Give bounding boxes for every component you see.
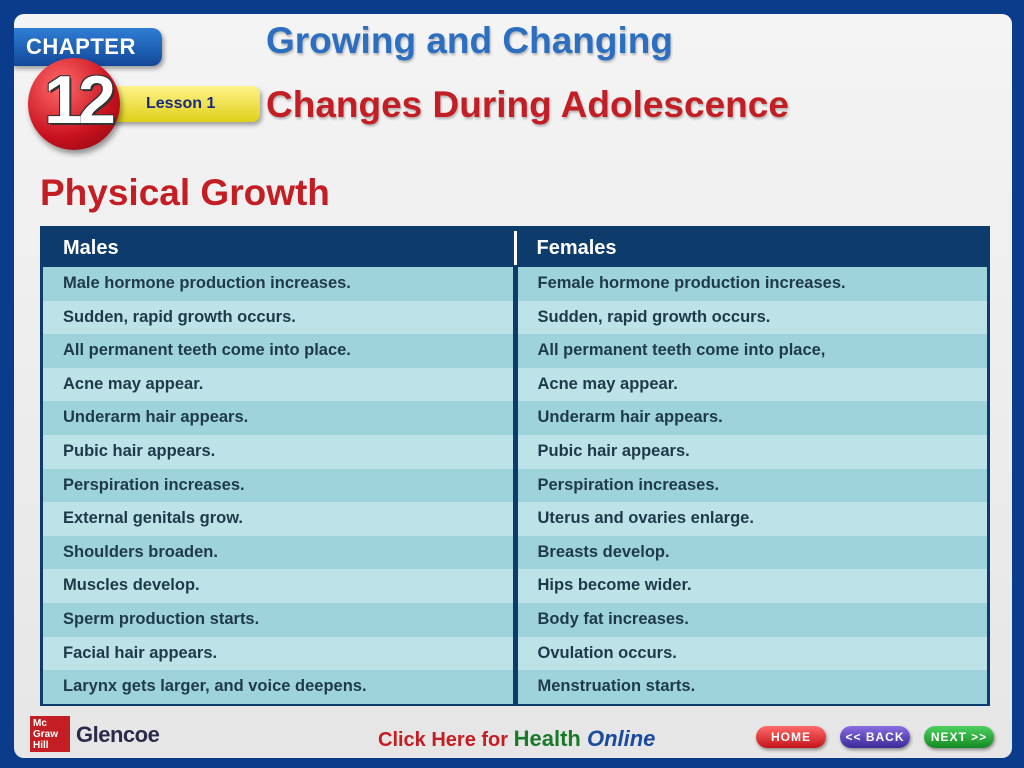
glencoe-logo: Glencoe	[76, 722, 160, 747]
lesson-tab: Lesson 1	[102, 86, 260, 122]
cell-males: Shoulders broaden.	[43, 535, 513, 570]
table-row: External genitals grow. Uterus and ovarie…	[43, 502, 987, 536]
chapter-number: 12	[44, 62, 116, 138]
cell-females: Acne may appear.	[512, 367, 987, 402]
link-text-click-here: Click Here for	[378, 729, 514, 751]
header-females: Females	[513, 231, 988, 265]
table-body: Male hormone production increases. Female…	[43, 267, 987, 704]
cell-females: Menstruation starts.	[512, 670, 987, 704]
cell-males: Sudden, rapid growth occurs.	[43, 300, 513, 335]
slide: CHAPTER Lesson 1 12 Growing and Changing…	[14, 14, 1012, 758]
section-heading: Physical Growth	[40, 172, 330, 213]
cell-males: Pubic hair appears.	[43, 434, 513, 469]
cell-males: Larynx gets larger, and voice deepens.	[43, 670, 513, 704]
cell-females: Pubic hair appears.	[512, 434, 987, 469]
health-online-link[interactable]: Click Here for Health Online	[378, 726, 655, 752]
cell-males: Perspiration increases.	[43, 468, 513, 503]
cell-females: Body fat increases.	[512, 602, 987, 637]
cell-males: Muscles develop.	[43, 569, 513, 603]
cell-females: Female hormone production increases.	[512, 267, 987, 301]
cell-females: All permanent teeth come into place,	[512, 334, 987, 368]
cell-females: Breasts develop.	[512, 535, 987, 570]
mcgraw-hill-logo: Mc Graw Hill	[30, 716, 70, 752]
table-row: Sperm production starts. Body fat increas…	[43, 602, 987, 637]
cell-females: Uterus and ovaries enlarge.	[512, 502, 987, 536]
cell-males: Male hormone production increases.	[43, 267, 513, 301]
table-row: Pubic hair appears. Pubic hair appears.	[43, 434, 987, 469]
cell-males: Sperm production starts.	[43, 602, 513, 637]
link-text-health: Health	[513, 726, 587, 751]
next-button[interactable]: NEXT >>	[924, 726, 994, 748]
cell-males: Underarm hair appears.	[43, 401, 513, 435]
page-title: Growing and Changing	[266, 20, 673, 61]
table-row: Male hormone production increases. Female…	[43, 267, 987, 301]
cell-females: Ovulation occurs.	[512, 636, 987, 671]
header-males: Males	[63, 237, 119, 259]
home-button[interactable]: HOME	[756, 726, 826, 748]
cell-females: Hips become wider.	[512, 569, 987, 603]
table-row: Acne may appear. Acne may appear.	[43, 367, 987, 402]
link-text-online: Online	[586, 726, 656, 751]
table-row: Perspiration increases. Perspiration incr…	[43, 468, 987, 503]
table-row: Sudden, rapid growth occurs. Sudden, rapi…	[43, 300, 987, 335]
page-subtitle: Changes During Adolescence	[266, 84, 789, 125]
table-row: All permanent teeth come into place. All …	[43, 334, 987, 368]
chapter-badge	[28, 58, 120, 150]
cell-males: Facial hair appears.	[43, 636, 513, 671]
table-row: Underarm hair appears. Underarm hair appe…	[43, 401, 987, 435]
back-button[interactable]: << BACK	[840, 726, 910, 748]
cell-females: Perspiration increases.	[512, 468, 987, 503]
cell-males: Acne may appear.	[43, 367, 513, 402]
comparison-table: Males Females Male hormone production in…	[40, 226, 990, 706]
cell-females: Underarm hair appears.	[512, 401, 987, 435]
cell-males: External genitals grow.	[43, 502, 513, 536]
table-header: Males Females	[43, 229, 987, 267]
table-row: Larynx gets larger, and voice deepens. Me…	[43, 670, 987, 704]
cell-females: Sudden, rapid growth occurs.	[512, 300, 987, 335]
table-row: Muscles develop. Hips become wider.	[43, 569, 987, 603]
cell-males: All permanent teeth come into place.	[43, 334, 513, 368]
table-row: Shoulders broaden. Breasts develop.	[43, 535, 987, 570]
table-row: Facial hair appears. Ovulation occurs.	[43, 636, 987, 671]
